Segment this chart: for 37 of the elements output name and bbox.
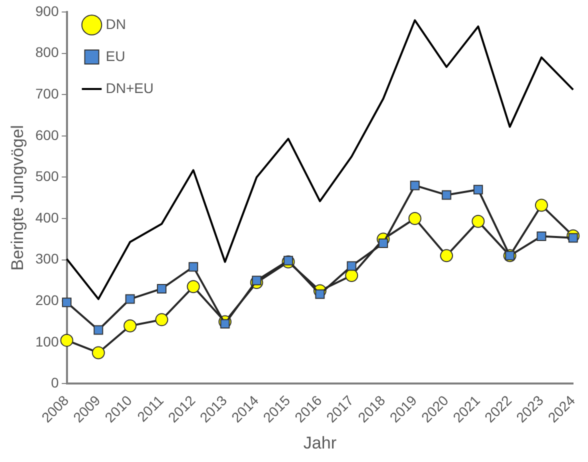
point <box>92 346 105 360</box>
point <box>62 298 72 308</box>
point <box>186 280 200 294</box>
point <box>408 212 422 225</box>
y-tick-label: 0 <box>50 374 59 391</box>
point <box>220 319 230 329</box>
point <box>378 238 388 248</box>
y-tick-label: 300 <box>35 250 59 267</box>
point <box>124 319 137 332</box>
point <box>410 180 420 190</box>
y-tick-label: 500 <box>35 168 59 184</box>
point <box>345 268 358 282</box>
point <box>534 198 548 212</box>
point <box>346 261 356 271</box>
y-tick-label: 700 <box>35 85 59 102</box>
point <box>125 294 135 304</box>
point <box>440 249 454 262</box>
point <box>536 232 546 241</box>
point <box>473 184 483 194</box>
y-tick-label: 200 <box>35 292 59 308</box>
point <box>155 313 168 326</box>
y-tick-label: 900 <box>35 2 59 19</box>
point <box>94 325 104 335</box>
point <box>156 284 166 294</box>
point <box>472 214 485 228</box>
y-axis-title: Beringte Jungvögel <box>8 125 27 271</box>
legend-label: DN+EU <box>106 80 154 96</box>
legend-label: EU <box>106 48 126 64</box>
legend-label: DN <box>106 16 126 32</box>
y-tick-label: 800 <box>35 44 59 60</box>
point <box>442 190 452 200</box>
y-tick-label: 400 <box>35 209 59 226</box>
y-tick-label: 600 <box>35 126 59 143</box>
x-axis-title: Jahr <box>303 433 337 452</box>
point <box>60 334 74 347</box>
point <box>188 262 198 272</box>
y-tick-label: 100 <box>35 333 59 350</box>
